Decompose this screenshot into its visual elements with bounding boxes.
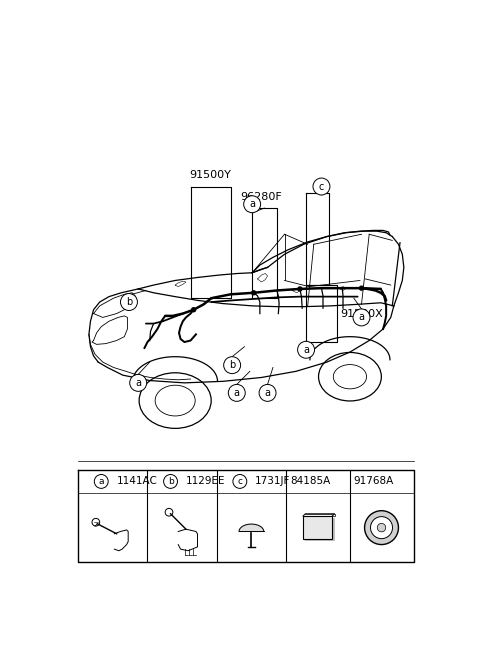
Circle shape	[259, 384, 276, 401]
Text: 1141AC: 1141AC	[117, 476, 157, 487]
Text: c: c	[237, 477, 242, 486]
Circle shape	[359, 285, 364, 291]
Circle shape	[251, 290, 256, 295]
Text: a: a	[303, 345, 309, 355]
Circle shape	[233, 474, 247, 488]
Text: 84185A: 84185A	[290, 476, 330, 487]
Circle shape	[297, 286, 302, 292]
Circle shape	[120, 293, 137, 310]
Circle shape	[244, 195, 261, 213]
Text: a: a	[359, 312, 364, 322]
Text: b: b	[229, 360, 235, 370]
Circle shape	[164, 474, 178, 488]
Circle shape	[228, 384, 245, 401]
Text: a: a	[135, 378, 141, 388]
Text: c: c	[319, 182, 324, 192]
Text: 1731JF: 1731JF	[255, 476, 290, 487]
Text: a: a	[98, 477, 104, 486]
Text: 91500Y: 91500Y	[190, 171, 231, 180]
Bar	[305, 518, 335, 541]
Circle shape	[313, 178, 330, 195]
Circle shape	[130, 375, 147, 392]
Circle shape	[353, 309, 370, 326]
Text: 1129EE: 1129EE	[186, 476, 226, 487]
Circle shape	[298, 341, 314, 358]
Text: 91768A: 91768A	[354, 476, 394, 487]
Text: b: b	[126, 297, 132, 307]
Bar	[303, 516, 332, 539]
Text: a: a	[264, 388, 271, 398]
Text: a: a	[249, 199, 255, 209]
Polygon shape	[239, 524, 264, 531]
Text: 91500X: 91500X	[341, 308, 384, 319]
Circle shape	[377, 523, 386, 532]
Circle shape	[365, 510, 398, 544]
Text: a: a	[234, 388, 240, 398]
Text: b: b	[168, 477, 173, 486]
Circle shape	[224, 357, 240, 374]
Circle shape	[371, 517, 393, 539]
Circle shape	[191, 307, 196, 312]
Circle shape	[94, 474, 108, 488]
Text: 96280F: 96280F	[240, 192, 281, 202]
